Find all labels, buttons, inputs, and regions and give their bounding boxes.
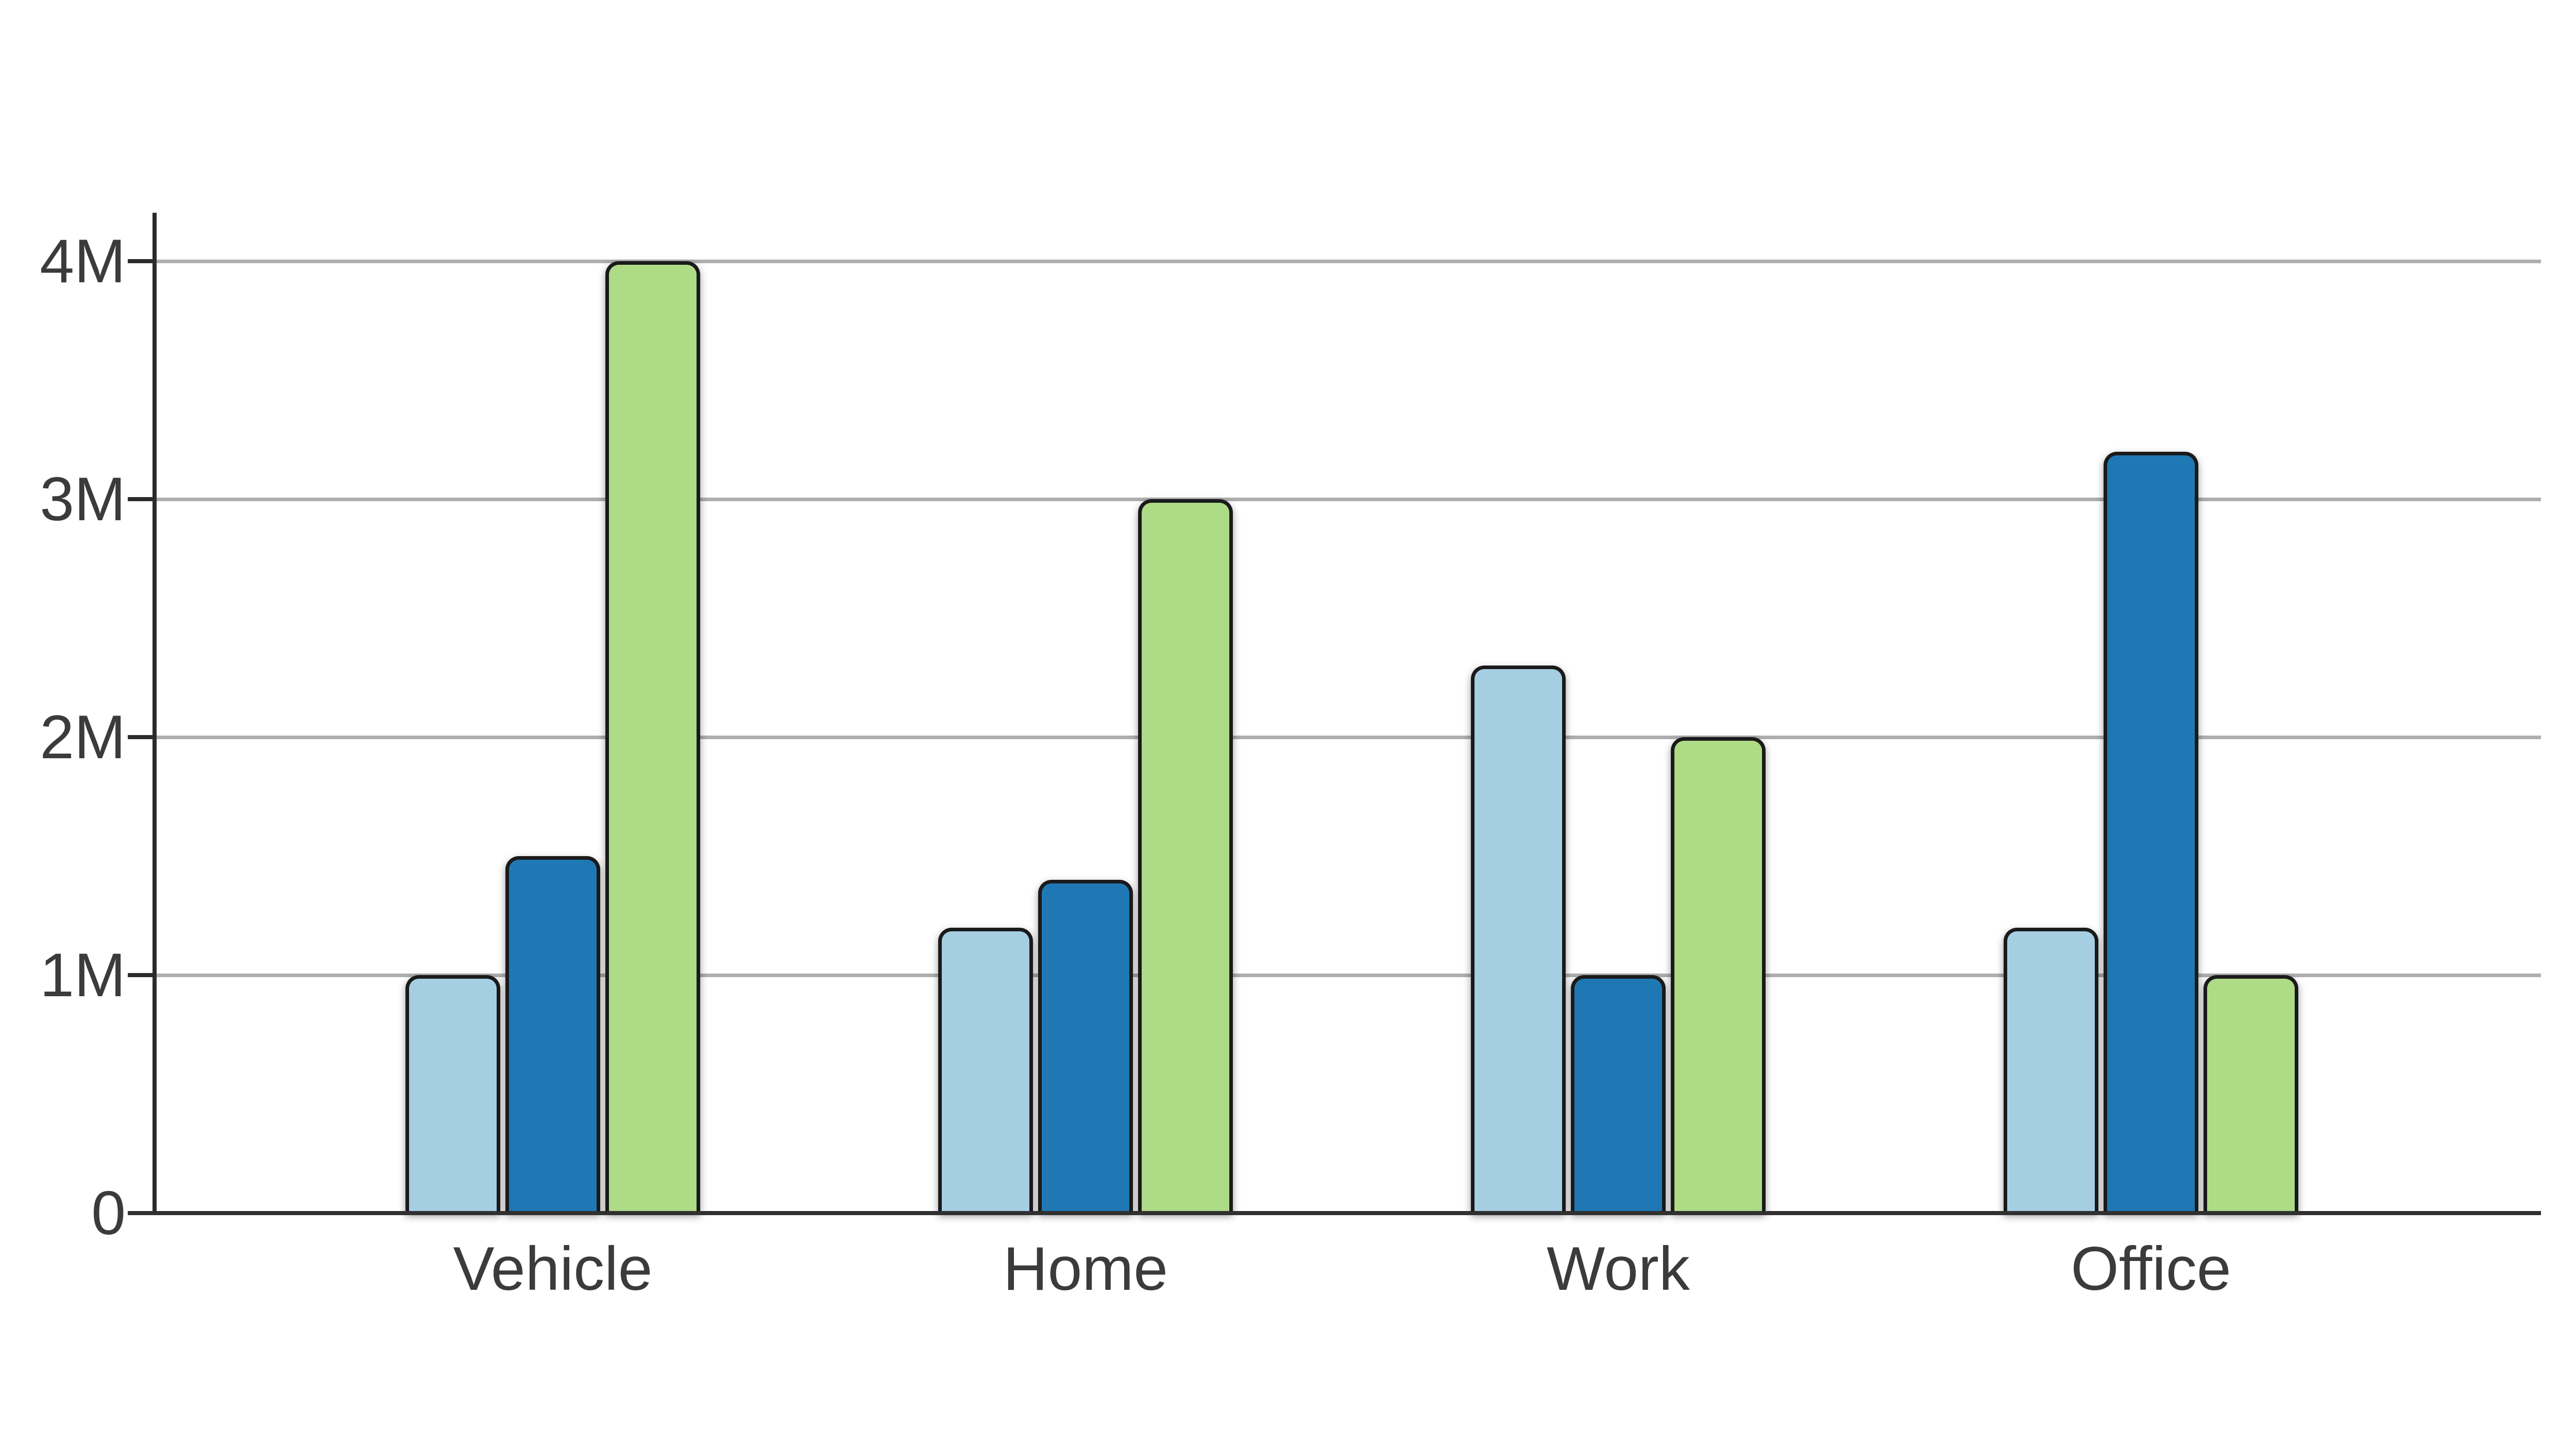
- gridline-2m: [155, 736, 2541, 739]
- bar-office-dark-blue-series[interactable]: [2104, 452, 2198, 1213]
- bar-vehicle-light-blue-series[interactable]: [405, 975, 500, 1213]
- y-tick-4m: [128, 259, 155, 263]
- y-axis-label-0: 0: [91, 1179, 126, 1248]
- gridline-4m: [155, 260, 2541, 263]
- bar-vehicle-dark-blue-series[interactable]: [505, 856, 600, 1213]
- gridline-1m: [155, 974, 2541, 977]
- x-axis-label-vehicle: Vehicle: [453, 1234, 653, 1303]
- x-axis-label-home: Home: [1003, 1234, 1168, 1303]
- bar-office-light-blue-series[interactable]: [2004, 928, 2098, 1213]
- bar-work-light-blue-series[interactable]: [1471, 666, 1566, 1213]
- gridline-3m: [155, 498, 2541, 501]
- y-axis-label-4m: 4M: [40, 227, 126, 296]
- y-tick-1m: [128, 973, 155, 977]
- x-axis-label-office: Office: [2071, 1234, 2231, 1303]
- bar-work-green-series[interactable]: [1671, 737, 1766, 1213]
- y-axis-label-2m: 2M: [40, 703, 126, 772]
- bar-vehicle-green-series[interactable]: [605, 261, 700, 1213]
- bar-home-dark-blue-series[interactable]: [1038, 880, 1133, 1213]
- bar-home-green-series[interactable]: [1138, 499, 1233, 1213]
- y-axis-label-1m: 1M: [40, 941, 126, 1010]
- x-axis-baseline: [128, 1211, 2541, 1215]
- x-axis-label-work: Work: [1547, 1234, 1690, 1303]
- y-tick-2m: [128, 735, 155, 739]
- bar-work-dark-blue-series[interactable]: [1571, 975, 1666, 1213]
- y-tick-3m: [128, 497, 155, 501]
- bar-home-light-blue-series[interactable]: [938, 928, 1033, 1213]
- bar-office-green-series[interactable]: [2204, 975, 2298, 1213]
- y-axis-label-3m: 3M: [40, 465, 126, 534]
- y-axis-line: [152, 213, 157, 1215]
